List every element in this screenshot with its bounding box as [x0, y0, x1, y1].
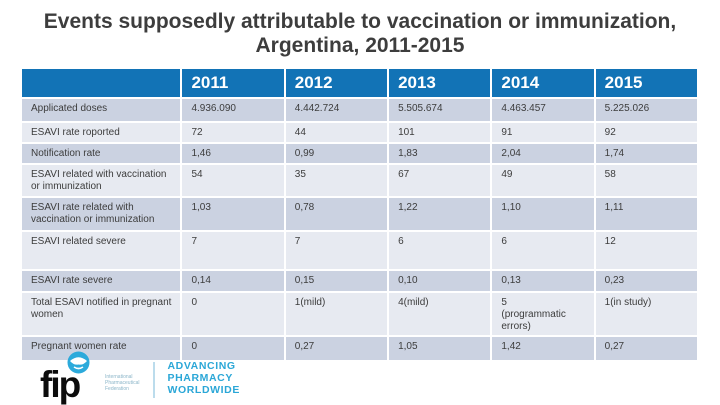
table-cell: 1(in study) — [595, 293, 697, 335]
table-cell: 1,46 — [182, 144, 284, 163]
table-cell: 1,42 — [492, 337, 594, 360]
table-row: ESAVI related with vaccination or immuni… — [22, 165, 697, 196]
table-cell: 0,14 — [182, 271, 284, 291]
table-cell: 4(mild) — [389, 293, 491, 335]
table-cell: 4.463.457 — [492, 99, 594, 121]
table-row: Notification rate 1,46 0,99 1,83 2,04 1,… — [22, 144, 697, 163]
table-cell: 6 — [389, 232, 491, 269]
table-cell: 0,27 — [285, 337, 388, 360]
row-label: Total ESAVI notified in pregnant women — [22, 293, 181, 335]
table-row: Applicated doses 4.936.090 4.442.724 5.5… — [22, 99, 697, 121]
esavi-table: 2011 2012 2013 2014 2015 Applicated dose… — [20, 67, 699, 362]
table-row: ESAVI rate severe 0,14 0,15 0,10 0,13 0,… — [22, 271, 697, 291]
table-cell: 1,11 — [595, 198, 697, 230]
table-cell: 49 — [492, 165, 594, 196]
row-label: Pregnant women rate — [22, 337, 181, 360]
table-cell: 1,03 — [182, 198, 284, 230]
col-header-2015: 2015 — [595, 69, 697, 97]
row-label: ESAVI related severe — [22, 232, 181, 269]
table-row: ESAVI related severe 7 7 6 6 12 — [22, 232, 697, 269]
slide-title-line1: Events supposedly attributable to vaccin… — [43, 10, 677, 33]
table-cell: 1,83 — [389, 144, 491, 163]
table-cell: 1,10 — [492, 198, 594, 230]
table-cell: 2,04 — [492, 144, 594, 163]
col-header-2011: 2011 — [182, 69, 284, 97]
table-cell: 1,05 — [389, 337, 491, 360]
table-header-row: 2011 2012 2013 2014 2015 — [22, 69, 697, 97]
slide-title: Events supposedly attributable to vaccin… — [0, 10, 720, 58]
table-cell: 0 — [182, 337, 284, 360]
table-row: ESAVI rate related with vaccination or i… — [22, 198, 697, 230]
corner-cell — [22, 69, 181, 97]
col-header-2012: 2012 — [285, 69, 388, 97]
table-cell: 7 — [285, 232, 388, 269]
fip-logo: fip — [40, 351, 102, 403]
table-cell: 92 — [595, 123, 697, 142]
col-header-2013: 2013 — [389, 69, 491, 97]
table-cell: 44 — [285, 123, 388, 142]
table-cell: 6 — [492, 232, 594, 269]
table-cell: 67 — [389, 165, 491, 196]
table-cell: 5.505.674 — [389, 99, 491, 121]
table-cell: 91 — [492, 123, 594, 142]
table-cell: 0,27 — [595, 337, 697, 360]
fip-circle-icon — [67, 351, 90, 374]
table-cell: 1,74 — [595, 144, 697, 163]
table-cell: 0,10 — [389, 271, 491, 291]
row-label: ESAVI rate related with vaccination or i… — [22, 198, 181, 230]
table-cell: 0,78 — [285, 198, 388, 230]
table-cell: 54 — [182, 165, 284, 196]
table-cell: 4.936.090 — [182, 99, 284, 121]
row-label: ESAVI related with vaccination or immuni… — [22, 165, 181, 196]
fip-tagline: ADVANCING PHARMACY WORLDWIDE — [167, 360, 240, 396]
table-cell: 58 — [595, 165, 697, 196]
fip-subtext: International Pharmaceutical Federation — [105, 374, 140, 392]
table-cell: 35 — [285, 165, 388, 196]
table-cell: 5.225.026 — [595, 99, 697, 121]
table-cell: 0 — [182, 293, 284, 335]
row-label: Applicated doses — [22, 99, 181, 121]
table-cell: 1,22 — [389, 198, 491, 230]
table-cell: 5 (programmatic errors) — [492, 293, 594, 335]
table-cell: 0,23 — [595, 271, 697, 291]
table-cell: 0,99 — [285, 144, 388, 163]
table-cell: 0,13 — [492, 271, 594, 291]
row-label: Notification rate — [22, 144, 181, 163]
table-row: Total ESAVI notified in pregnant women 0… — [22, 293, 697, 335]
table-cell: 0,15 — [285, 271, 388, 291]
table-cell: 72 — [182, 123, 284, 142]
table-row: ESAVI rate roported 72 44 101 91 92 — [22, 123, 697, 142]
table-cell: 4.442.724 — [285, 99, 388, 121]
table-cell: 1(mild) — [285, 293, 388, 335]
footer-divider — [153, 362, 156, 398]
row-label: ESAVI rate severe — [22, 271, 181, 291]
table-cell: 7 — [182, 232, 284, 269]
table-row: Pregnant women rate 0 0,27 1,05 1,42 0,2… — [22, 337, 697, 360]
table-cell: 101 — [389, 123, 491, 142]
col-header-2014: 2014 — [492, 69, 594, 97]
table-cell: 12 — [595, 232, 697, 269]
slide-title-line2: Argentina, 2011-2015 — [255, 34, 465, 57]
row-label: ESAVI rate roported — [22, 123, 181, 142]
footer-logo-bar: fip International Pharmaceutical Federat… — [40, 351, 240, 403]
